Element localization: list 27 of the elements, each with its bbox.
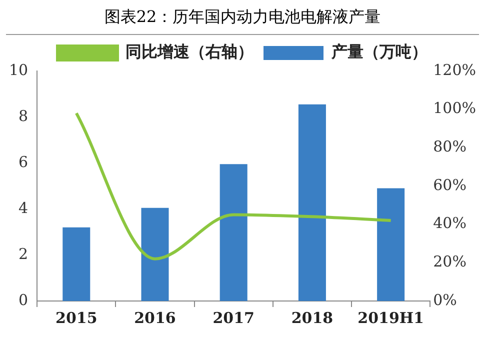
y-tick-label: 10: [8, 60, 28, 79]
y-tick-label: 8: [18, 106, 28, 125]
bar: [298, 104, 326, 301]
y2-tick-label: 60%: [433, 176, 466, 194]
x-tick-label: 2015: [56, 308, 98, 327]
y2-tick-label: 100%: [433, 99, 476, 118]
y-tick-label: 2: [18, 244, 28, 263]
y2-tick-label: 80%: [433, 138, 466, 156]
y-tick-label: 4: [18, 198, 28, 217]
y2-tick-label: 20%: [433, 252, 466, 271]
bar: [220, 164, 248, 301]
chart-title: 图表22：历年国内动力电池电解液产量: [6, 0, 479, 35]
y2-tick-label: 40%: [433, 214, 466, 232]
y2-tick-label: 0%: [433, 290, 457, 309]
bar: [62, 227, 90, 301]
bar: [377, 188, 405, 301]
y-tick-label: 6: [18, 152, 28, 171]
y-tick-label: 0: [18, 290, 28, 309]
legend-label: 产量（万吨）: [330, 42, 428, 62]
x-tick-label: 2019H1: [358, 308, 424, 327]
bar: [141, 208, 169, 301]
x-tick-label: 2016: [134, 308, 176, 327]
y2-tick-label: 120%: [433, 60, 476, 79]
legend-label: 同比增速（右轴）: [126, 42, 254, 62]
x-tick-label: 2017: [212, 308, 254, 327]
line-series: [74, 112, 392, 260]
x-tick-label: 2018: [291, 308, 334, 327]
